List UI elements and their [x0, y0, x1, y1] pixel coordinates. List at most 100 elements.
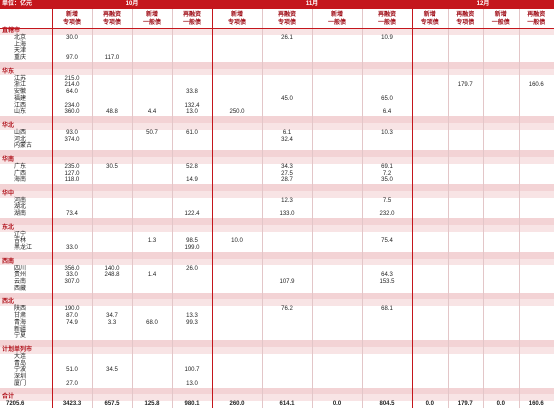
cell-value: 215.0	[64, 75, 80, 82]
row-label: 甘肃	[14, 313, 27, 319]
column-line	[447, 9, 449, 408]
spacer-row	[0, 340, 554, 347]
cell-value: 132.4	[184, 102, 200, 109]
cell-value: 234.0	[64, 102, 80, 109]
section-label: 华中	[2, 190, 15, 197]
cell-value: 10.9	[381, 34, 393, 41]
column-header: 新增 一般债	[327, 12, 346, 26]
row-label: 河南	[14, 197, 27, 204]
cell-value: 33.0	[66, 245, 78, 252]
row-label: 山东	[14, 109, 27, 116]
row-label: 山西	[14, 129, 27, 136]
cell-value: 980.1	[184, 401, 200, 408]
cell-value: 179.7	[457, 82, 473, 89]
row-label: 福建	[14, 95, 27, 102]
cell-value: 7.5	[382, 197, 392, 204]
section-label: 华南	[2, 156, 15, 163]
column-header: 新增 一般债	[491, 12, 510, 26]
row-label: 广西	[14, 170, 27, 177]
cell-value: 140.0	[104, 265, 120, 272]
spacer-row	[0, 251, 554, 259]
row-label: 厦门	[14, 380, 27, 387]
cell-value: 26.1	[281, 34, 293, 41]
cell-value: 65.0	[381, 95, 393, 102]
row-label: 青岛	[14, 360, 27, 367]
cell-value: 68.1	[381, 306, 393, 313]
row-label: 北京	[14, 34, 27, 41]
cell-value: 6.4	[382, 109, 392, 116]
row-label: 天津	[14, 48, 27, 55]
cell-value: 614.1	[279, 401, 295, 408]
column-line	[483, 9, 484, 408]
row-label: 河北	[14, 136, 27, 143]
spacer-row	[0, 116, 554, 123]
row-label: 宁波	[14, 367, 27, 374]
cell-value: 0.0	[332, 401, 342, 408]
row-label: 新疆	[14, 326, 27, 333]
cell-value: 7.2	[382, 170, 392, 177]
cell-value: 76.2	[281, 306, 293, 313]
cell-value: 26.0	[186, 265, 198, 272]
cell-value: 190.0	[64, 306, 80, 313]
cell-value: 199.0	[184, 245, 200, 252]
section-label: 西南	[2, 258, 15, 265]
spacer-row	[0, 218, 554, 225]
row-label: 西藏	[14, 285, 27, 292]
row-label: 安徽	[14, 89, 27, 96]
spacer-row	[0, 150, 554, 157]
section-row	[0, 28, 554, 35]
cell-value: 34.5	[106, 367, 118, 374]
column-line	[212, 9, 213, 408]
column-header: 再融资 一般债	[182, 12, 201, 26]
cell-value: 14.9	[186, 177, 198, 184]
section-label: 合计	[2, 394, 15, 401]
cell-value: 34.3	[281, 163, 293, 170]
column-line	[172, 9, 173, 408]
cell-value: 13.3	[186, 313, 198, 319]
spacer-row	[0, 292, 554, 300]
cell-value: 33.8	[186, 89, 198, 96]
cell-value: 100.7	[184, 367, 200, 374]
unit-label: 单位：亿元	[2, 0, 52, 9]
cell-value: 48.8	[106, 109, 118, 116]
cell-value: 34.7	[106, 313, 118, 319]
column-line	[412, 9, 413, 408]
row-label: 贵州	[14, 272, 27, 279]
row-label: 云南	[14, 279, 27, 286]
column-header: 新增 专项债	[62, 12, 81, 26]
cell-value: 64.3	[381, 272, 393, 279]
section-row	[0, 123, 554, 130]
cell-value: 33.0	[66, 272, 78, 279]
section-row	[0, 346, 554, 354]
row-label: 湖南	[14, 211, 27, 218]
cell-value: 374.0	[64, 136, 80, 143]
row-label: 浙江	[14, 82, 27, 89]
row-label: 江西	[14, 102, 27, 109]
column-header: 再融资 一般债	[377, 12, 396, 26]
cell-value: 214.0	[64, 82, 80, 89]
cell-value: 804.5	[379, 401, 395, 408]
cell-value: 13.0	[186, 109, 198, 116]
cell-value: 235.0	[64, 163, 80, 170]
cell-value: 657.5	[104, 401, 120, 408]
header-line	[0, 28, 554, 29]
cell-value: 250.0	[229, 109, 245, 116]
cell-value: 0.0	[425, 401, 434, 408]
column-header: 再融资 专项债	[102, 12, 121, 26]
column-line	[312, 9, 313, 408]
column-line	[518, 9, 520, 408]
cell-value: 51.0	[66, 367, 78, 374]
row-label: 江苏	[14, 75, 27, 82]
cell-value: 3423.3	[62, 401, 82, 408]
cell-value: 99.3	[186, 319, 198, 326]
cell-value: 360.0	[64, 109, 80, 116]
cell-value: 125.8	[144, 401, 160, 408]
row-label: 海南	[14, 177, 27, 184]
cell-value: 160.6	[528, 82, 544, 89]
row-label: 深圳	[14, 374, 27, 381]
cell-value: 68.0	[146, 319, 158, 326]
cell-value: 98.5	[186, 238, 198, 245]
month-header: 12月	[412, 0, 554, 9]
column-header: 再融资 专项债	[277, 12, 296, 26]
